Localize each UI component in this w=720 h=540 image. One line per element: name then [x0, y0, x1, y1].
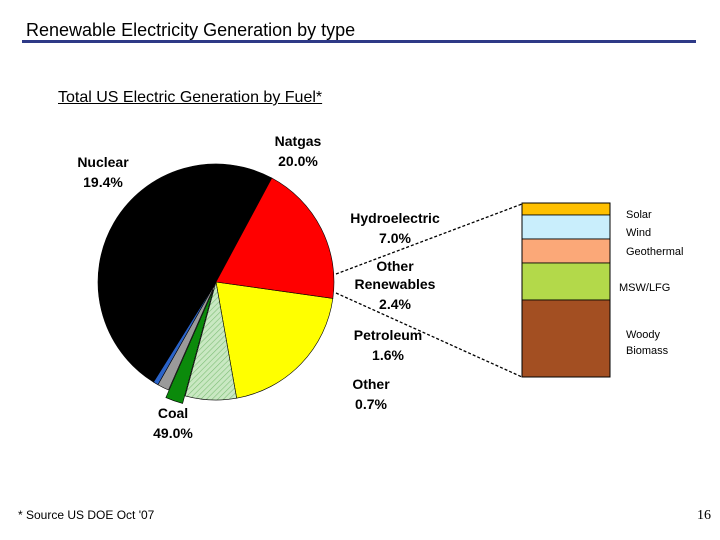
pie-slices [97, 163, 335, 404]
bar-label-solar: Solar [626, 209, 652, 221]
bar-segment-wind [521, 214, 611, 240]
pie-slice-hydroelectric [184, 281, 237, 401]
bar-segment-woody-biomass [521, 299, 611, 378]
pie-value-other-renewables: 2.4% [379, 296, 411, 312]
pie-value-nuclear: 19.4% [83, 174, 123, 190]
bar-label-geothermal: Geothermal [626, 246, 683, 258]
slide-title: Renewable Electricity Generation by type [26, 20, 356, 40]
pie-label-other-renewables: Other Renewables 2.4% [355, 258, 436, 312]
pie-slice-natgas [215, 281, 334, 399]
pie-value-petroleum: 1.6% [372, 347, 404, 363]
pie-value-hydroelectric: 7.0% [379, 230, 411, 246]
pie-value-coal: 49.0% [153, 425, 193, 441]
bar-segment-solar [521, 202, 611, 216]
bar-label-woody-biomass: Woody Biomass [626, 329, 669, 357]
pie-slice-other-renewables [165, 289, 214, 404]
chart-title: Total US Electric Generation by Fuel* [58, 89, 323, 106]
pie-value-natgas: 20.0% [278, 153, 318, 169]
bar-label-wind: Wind [626, 227, 651, 239]
pie-label-nuclear: Nuclear 19.4% [77, 154, 129, 190]
pie-label-hydroelectric: Hydroelectric 7.0% [350, 210, 440, 246]
connector-top [335, 203, 523, 275]
breakdown-connectors [335, 203, 523, 378]
pie-labels: Natgas 20.0% Hydroelectric 7.0% Other Renewab… [77, 133, 440, 441]
pie-label-coal: Coal 49.0% [153, 405, 193, 441]
pie-label-petroleum: Petroleum 1.6% [354, 327, 422, 363]
bar-outline [521, 202, 611, 378]
bar-segment-geothermal [521, 238, 611, 264]
connector-bottom [335, 292, 523, 378]
renewables-breakdown-bar: Solar Wind Geothermal MSW/LFG Woody Biomass [521, 202, 683, 378]
title-rule [22, 40, 696, 43]
pie-label-natgas: Natgas 20.0% [275, 133, 322, 169]
bar-label-msw-lfg: MSW/LFG [619, 282, 670, 294]
page-number: 16 [697, 508, 711, 523]
pie-value-other: 0.7% [355, 396, 387, 412]
pie-slice-coal [97, 163, 273, 383]
bar-segment-msw-lfg [521, 262, 611, 301]
source-note: * Source US DOE Oct '07 [18, 508, 155, 522]
pie-slice-nuclear [215, 177, 335, 299]
pie-label-other: Other 0.7% [352, 376, 390, 412]
